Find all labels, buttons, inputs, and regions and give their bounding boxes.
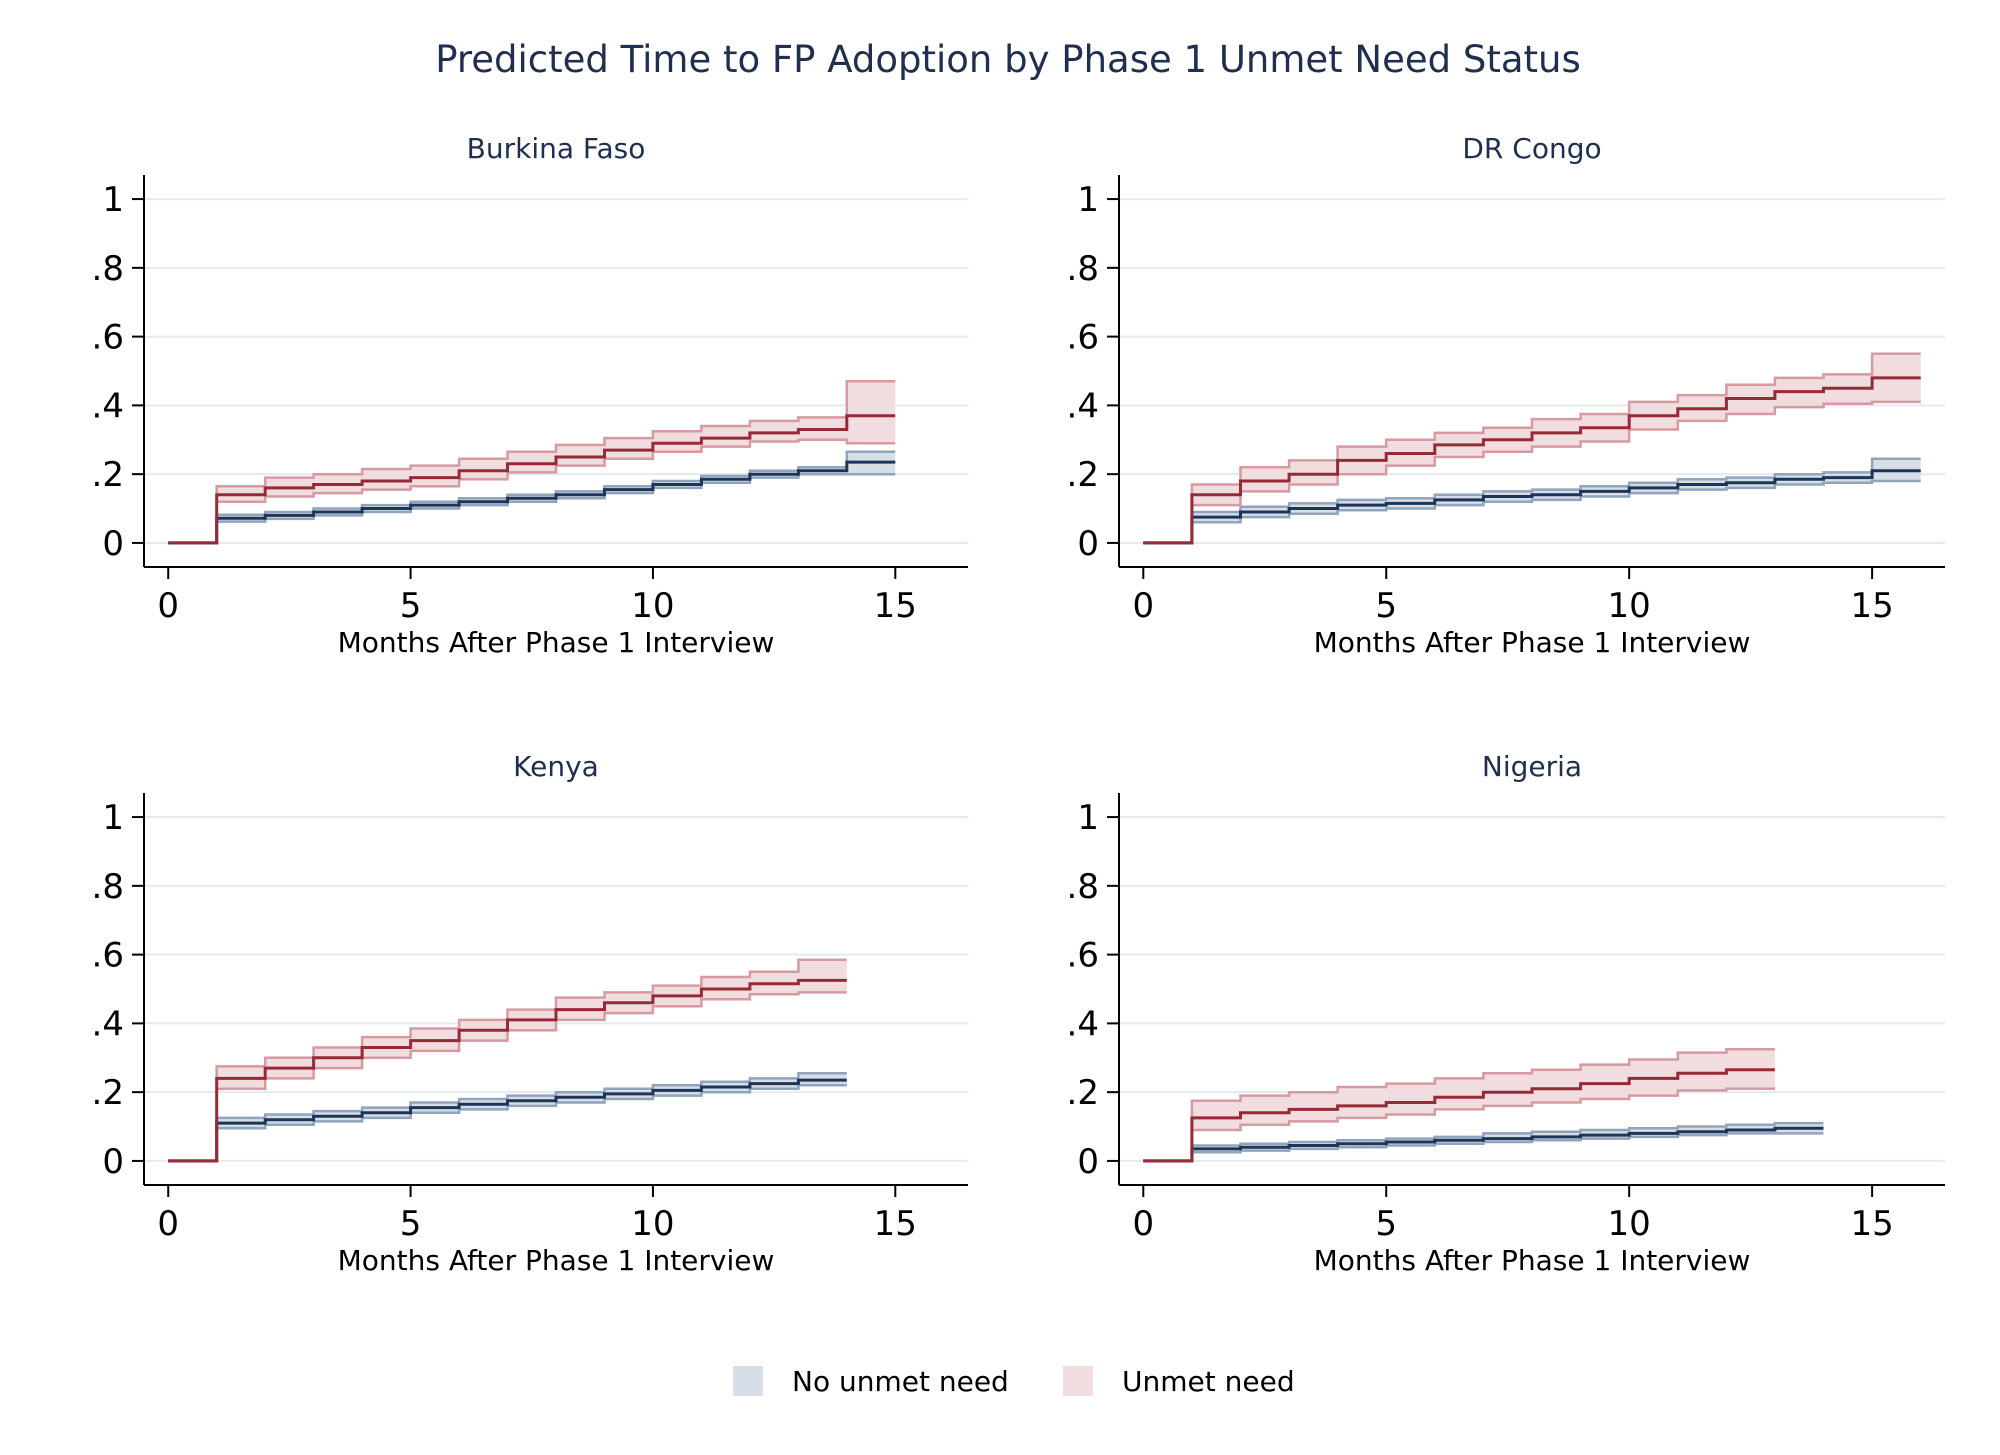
y-tick-label: 0 bbox=[102, 524, 124, 564]
y-tick-label: .4 bbox=[1067, 386, 1099, 426]
panel-title: DR Congo bbox=[1462, 132, 1601, 165]
legend-label-no-unmet-need: No unmet need bbox=[792, 1365, 1009, 1398]
y-tick-label: 1 bbox=[102, 180, 124, 220]
y-tick-label: 0 bbox=[102, 1142, 124, 1182]
x-axis-label: Months After Phase 1 Interview bbox=[338, 626, 775, 659]
x-tick-label: 0 bbox=[1132, 1204, 1154, 1244]
y-tick-label: .8 bbox=[1067, 867, 1099, 907]
y-tick-label: .4 bbox=[92, 1004, 124, 1044]
ci-upper-no-unmet-need bbox=[1143, 457, 1921, 545]
y-tick-label: .2 bbox=[92, 455, 124, 495]
ci-lower-unmet-need bbox=[168, 438, 896, 545]
ci-upper-unmet-need bbox=[168, 958, 847, 1163]
ci-upper-unmet-need bbox=[1143, 352, 1921, 545]
y-tick-label: .6 bbox=[92, 936, 124, 976]
x-tick-label: 10 bbox=[631, 1204, 674, 1244]
x-tick-label: 5 bbox=[1375, 586, 1397, 626]
ci-lower-no-unmet-need bbox=[1143, 1132, 1824, 1163]
y-tick-label: 1 bbox=[102, 798, 124, 838]
x-tick-label: 15 bbox=[1850, 586, 1893, 626]
x-tick-label: 5 bbox=[400, 586, 422, 626]
x-axis-label: Months After Phase 1 Interview bbox=[1314, 1244, 1751, 1277]
y-tick-label: .2 bbox=[1067, 455, 1099, 495]
panel-title: Nigeria bbox=[1482, 750, 1582, 783]
y-tick-label: .4 bbox=[92, 386, 124, 426]
y-tick-label: .6 bbox=[92, 318, 124, 358]
legend-label-unmet-need: Unmet need bbox=[1122, 1365, 1295, 1398]
legend-swatch-no-unmet-need bbox=[733, 1366, 763, 1396]
ci-lower-unmet-need bbox=[1143, 400, 1921, 545]
ci-upper-unmet-need bbox=[168, 380, 896, 545]
y-tick-label: .6 bbox=[1067, 936, 1099, 976]
ci-upper-no-unmet-need bbox=[168, 450, 896, 545]
x-tick-label: 15 bbox=[1850, 1204, 1893, 1244]
series-line-no-unmet-need bbox=[168, 1078, 847, 1163]
series-line-no-unmet-need bbox=[168, 460, 896, 545]
ci-band-unmet-need bbox=[168, 959, 847, 1161]
chart-legend: No unmet need Unmet need bbox=[733, 1365, 1295, 1398]
y-tick-label: .8 bbox=[92, 867, 124, 907]
chart-title: Predicted Time to FP Adoption by Phase 1… bbox=[435, 38, 1581, 81]
x-tick-label: 10 bbox=[1608, 1204, 1651, 1244]
series-line-unmet-need bbox=[1143, 376, 1921, 545]
ci-lower-no-unmet-need bbox=[1143, 479, 1921, 545]
panel-title: Burkina Faso bbox=[467, 132, 646, 165]
x-tick-label: 10 bbox=[631, 586, 674, 626]
y-tick-label: .6 bbox=[1067, 318, 1099, 358]
x-tick-label: 15 bbox=[874, 1204, 917, 1244]
y-tick-label: .2 bbox=[1067, 1073, 1099, 1113]
x-tick-label: 5 bbox=[1375, 1204, 1397, 1244]
x-tick-label: 0 bbox=[1132, 586, 1154, 626]
series-line-unmet-need bbox=[1143, 1068, 1775, 1163]
y-tick-label: 1 bbox=[1077, 180, 1099, 220]
panel-title: Kenya bbox=[513, 750, 599, 783]
legend-swatch-unmet-need bbox=[1063, 1366, 1093, 1396]
x-tick-label: 0 bbox=[157, 586, 179, 626]
y-tick-label: 0 bbox=[1077, 524, 1099, 564]
y-tick-label: .8 bbox=[1067, 249, 1099, 289]
series-line-unmet-need bbox=[168, 978, 847, 1163]
ci-lower-no-unmet-need bbox=[168, 1084, 847, 1163]
x-tick-label: 5 bbox=[400, 1204, 422, 1244]
ci-upper-no-unmet-need bbox=[1143, 1121, 1824, 1163]
x-tick-label: 0 bbox=[157, 1204, 179, 1244]
y-tick-label: .2 bbox=[92, 1073, 124, 1113]
x-tick-label: 10 bbox=[1608, 586, 1651, 626]
x-axis-label: Months After Phase 1 Interview bbox=[338, 1244, 775, 1277]
x-tick-label: 15 bbox=[874, 586, 917, 626]
ci-lower-unmet-need bbox=[1143, 1087, 1775, 1163]
y-tick-label: 1 bbox=[1077, 798, 1099, 838]
ci-band-unmet-need bbox=[168, 381, 896, 543]
ci-upper-unmet-need bbox=[1143, 1047, 1775, 1163]
y-tick-label: .8 bbox=[92, 249, 124, 289]
y-tick-label: .4 bbox=[1067, 1004, 1099, 1044]
x-axis-label: Months After Phase 1 Interview bbox=[1314, 626, 1751, 659]
ci-band-unmet-need bbox=[1143, 1049, 1775, 1161]
series-line-unmet-need bbox=[168, 414, 896, 545]
series-line-no-unmet-need bbox=[1143, 1126, 1824, 1163]
series-line-no-unmet-need bbox=[1143, 469, 1921, 545]
ci-lower-unmet-need bbox=[168, 991, 847, 1163]
ci-upper-no-unmet-need bbox=[168, 1071, 847, 1163]
y-tick-label: 0 bbox=[1077, 1142, 1099, 1182]
